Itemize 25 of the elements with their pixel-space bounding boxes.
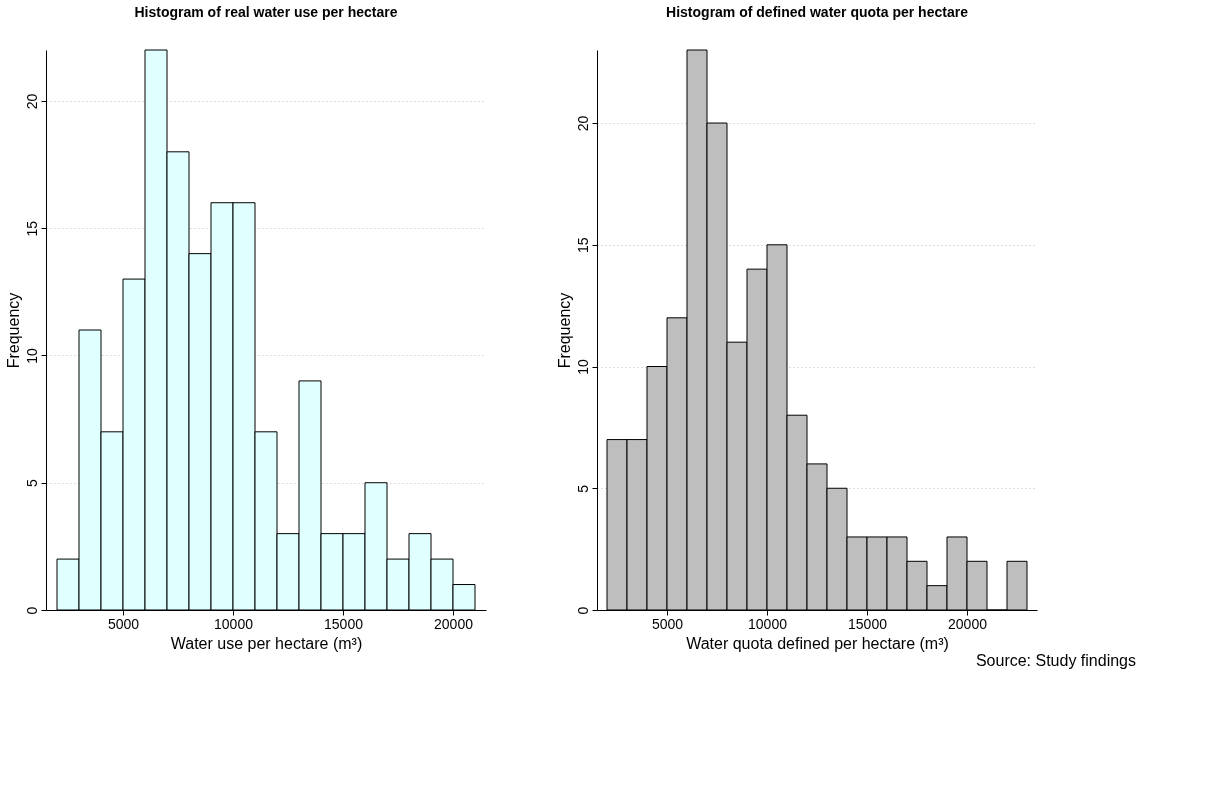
y-tick-label: 15 <box>23 220 40 237</box>
y-tick-label: 5 <box>574 484 591 493</box>
x-axis-title: Water quota defined per hectare (m³) <box>686 634 949 652</box>
y-axis-title: Frequency <box>4 292 22 369</box>
x-tick-label: 10000 <box>214 615 254 632</box>
source-note: Source: Study findings <box>975 652 1136 669</box>
x-tick-label: 15000 <box>848 615 888 632</box>
y-tick-label: 10 <box>23 347 40 364</box>
chart-title: Histogram of real water use per hectare <box>134 3 398 20</box>
x-tick-label: 20000 <box>948 615 988 632</box>
x-tick-label: 10000 <box>748 615 788 632</box>
x-tick-label: 5000 <box>651 615 684 632</box>
y-tick-label: 10 <box>574 359 591 375</box>
y-tick-label: 0 <box>23 606 40 615</box>
y-tick-label: 20 <box>23 93 40 110</box>
x-tick-label: 15000 <box>324 615 364 632</box>
y-tick-label: 15 <box>574 237 591 254</box>
y-tick-label: 5 <box>23 479 40 488</box>
y-tick-label: 20 <box>574 115 591 132</box>
x-axis-title: Water use per hectare (m³) <box>170 634 363 652</box>
x-tick-label: 20000 <box>434 615 474 632</box>
y-tick-label: 0 <box>574 606 591 615</box>
y-axis-title: Frequency <box>555 292 573 369</box>
x-tick-label: 5000 <box>107 615 140 632</box>
chart-title: Histogram of defined water quota per hectare <box>666 3 969 20</box>
